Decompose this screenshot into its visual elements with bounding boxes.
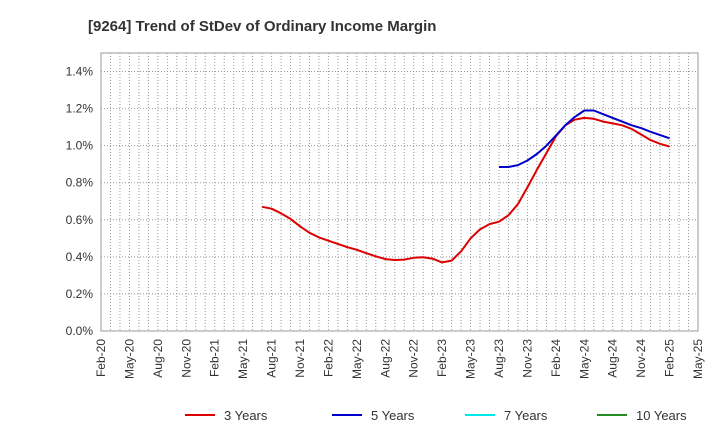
series-layer [261, 109, 670, 264]
grid [101, 53, 698, 331]
x-tick-label: Aug-24 [606, 339, 620, 378]
x-tick-label: Feb-25 [663, 339, 677, 377]
x-tick-label: May-20 [122, 339, 136, 379]
legend: 3 Years 5 Years 7 Years 10 Years [185, 408, 687, 423]
legend-label: 10 Years [636, 408, 687, 423]
plot-area [101, 53, 698, 331]
x-tick-label: Feb-24 [549, 339, 563, 377]
x-tick-label: May-24 [577, 339, 591, 379]
series-line-2 [499, 109, 670, 168]
legend-label: 5 Years [371, 408, 415, 423]
legend-label: 7 Years [504, 408, 548, 423]
x-tick-label: May-23 [464, 339, 478, 379]
y-tick-label: 1.0% [66, 139, 94, 153]
y-tick-label: 0.4% [66, 250, 94, 264]
x-tick-label: May-21 [236, 339, 250, 379]
x-tick-label: Aug-21 [265, 339, 279, 378]
x-tick-label: Nov-21 [293, 339, 307, 378]
x-tick-label: May-22 [350, 339, 364, 379]
x-tick-label: Feb-21 [208, 339, 222, 377]
x-tick-label: Feb-22 [321, 339, 335, 377]
x-tick-label: Nov-20 [179, 339, 193, 378]
axes: 0.0% 0.2% 0.4% 0.6% 0.8% 1.0% 1.2% 1.4% Feb-20 Ma… [66, 52, 705, 379]
y-tick-label: 0.8% [66, 176, 94, 190]
x-tick-label: Feb-23 [435, 339, 449, 377]
x-tick-label: Nov-23 [520, 339, 534, 378]
legend-label: 3 Years [224, 408, 268, 423]
y-tick-label: 1.2% [66, 102, 94, 116]
y-tick-label: 0.0% [66, 324, 94, 338]
y-tick-label: 0.2% [66, 287, 94, 301]
chart-title: [9264] Trend of StDev of Ordinary Income… [88, 18, 436, 35]
x-tick-label: Nov-24 [634, 339, 648, 378]
x-tick-label: Feb-20 [94, 339, 108, 377]
x-tick-label: Aug-23 [492, 339, 506, 378]
y-tick-label: 0.6% [66, 213, 94, 227]
x-tick-label: Nov-22 [407, 339, 421, 378]
plot-frame [100, 52, 699, 332]
x-tick-label: May-25 [691, 339, 705, 379]
x-tick-label: Aug-20 [151, 339, 165, 378]
x-tick-label: Aug-22 [378, 339, 392, 378]
y-tick-label: 1.4% [66, 65, 94, 79]
series-line-1 [261, 116, 670, 264]
